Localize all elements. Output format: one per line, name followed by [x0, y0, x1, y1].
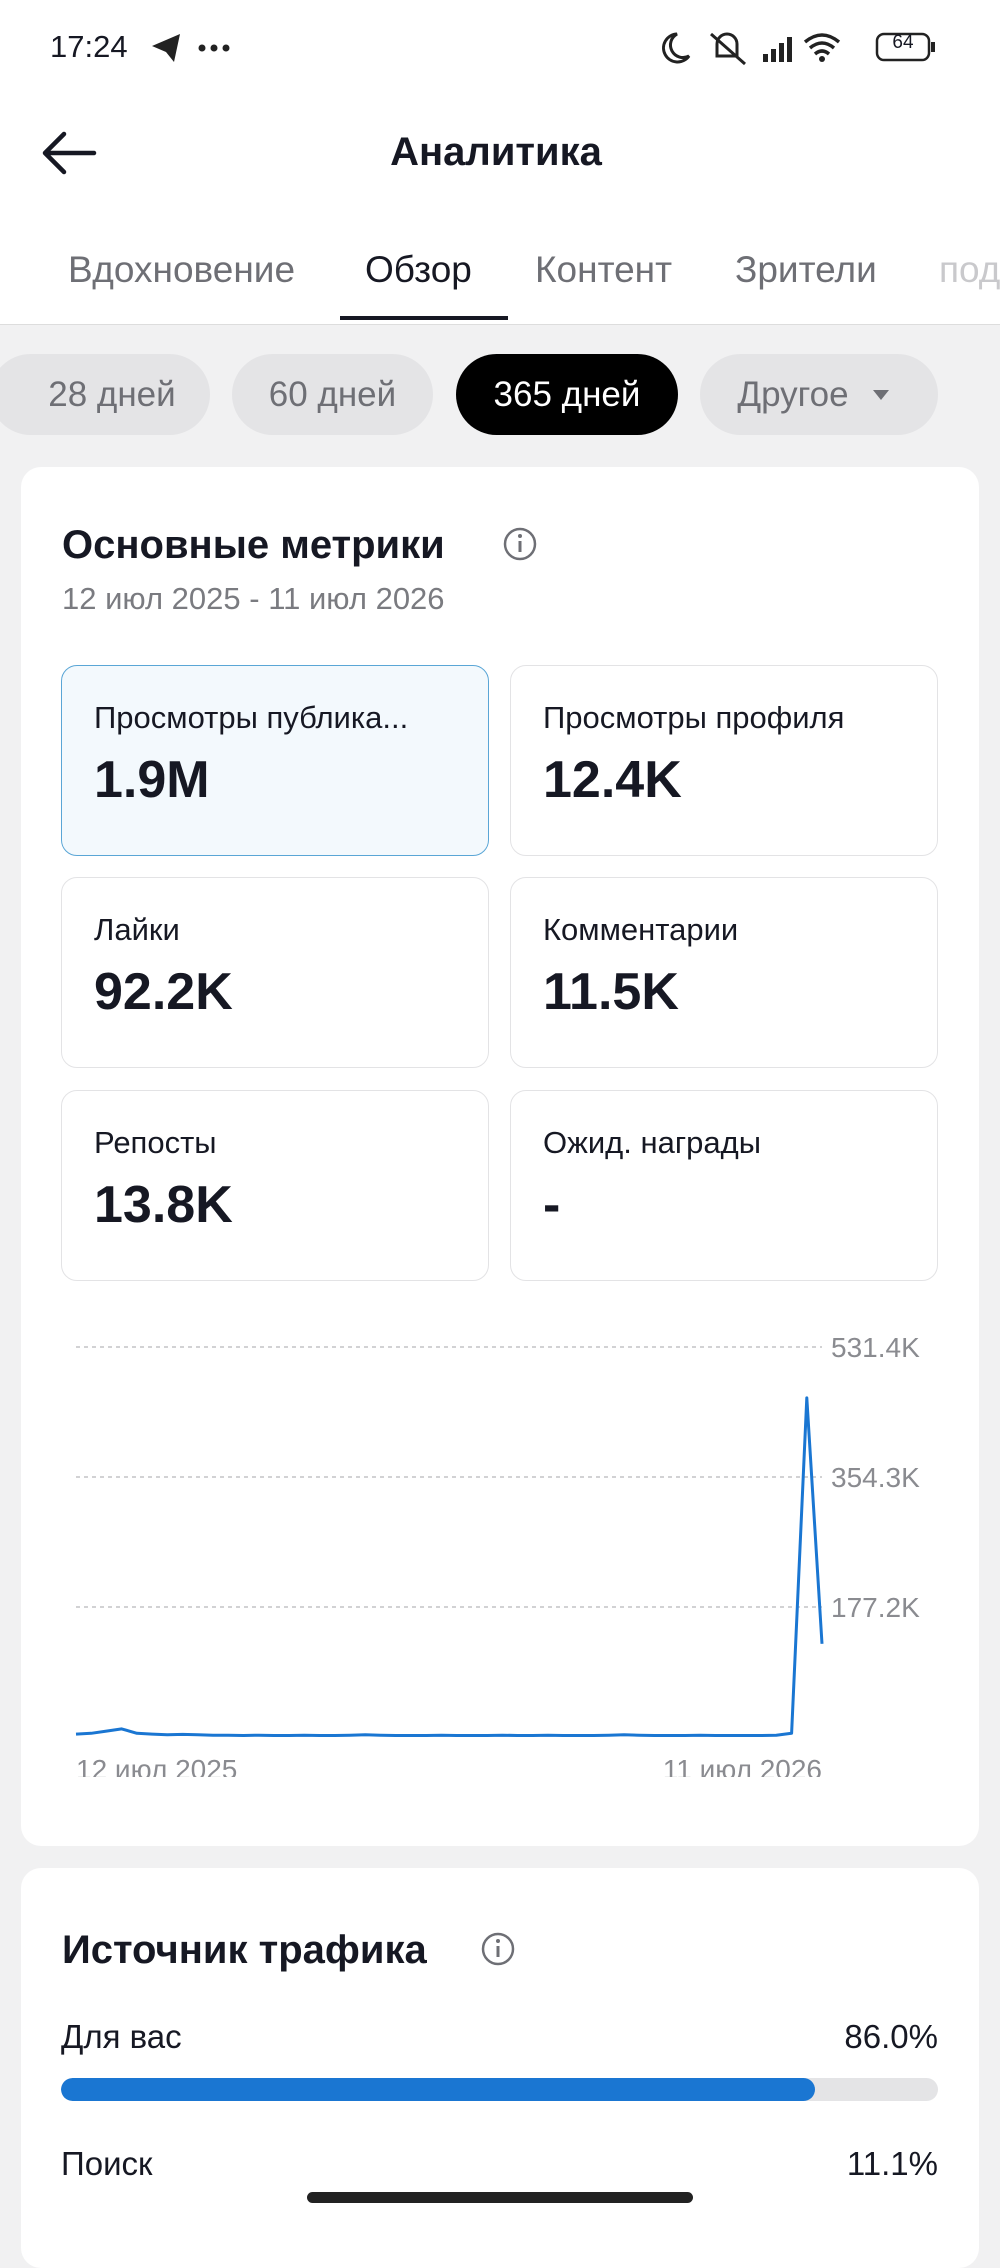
y-tick-label: 177.2K: [831, 1592, 920, 1623]
card-title: Источник трафика: [62, 1928, 427, 1972]
source-name: Для вас: [61, 2018, 182, 2055]
tick-label-bg: [824, 1458, 934, 1495]
y-tick-label: 354.3K: [831, 1462, 920, 1493]
metric-value: 92.2K: [94, 963, 233, 1021]
tab[interactable]: Зрители: [735, 249, 877, 290]
pill-label: 28 дней: [48, 374, 176, 414]
top-bar: [0, 0, 1000, 325]
battery-level: 64: [892, 32, 914, 53]
pill-label: 60 дней: [268, 374, 397, 414]
home-indicator: [307, 2192, 693, 2203]
metric-tile[interactable]: Лайки 92.2K: [61, 877, 489, 1068]
tab-underline: [340, 316, 508, 320]
x-tick-label: 11 июл 2026: [663, 1754, 822, 1777]
metric-tile[interactable]: Просмотры публика... 1.9M: [61, 665, 489, 856]
status-icons-left: [152, 34, 230, 62]
status-icons-right: [662, 32, 935, 66]
metric-tile[interactable]: Просмотры профиля 12.4K: [510, 665, 938, 856]
page-title: Аналитика: [390, 130, 602, 174]
metric-tile[interactable]: Комментарии 11.5K: [510, 877, 938, 1068]
x-tick-label: 12 июл 2025: [76, 1754, 237, 1777]
tick-label-bg: [824, 1329, 934, 1365]
metric-value: 13.8K: [94, 1176, 233, 1234]
pill-label: 365 дней: [493, 374, 641, 414]
period-dropdown[interactable]: Другое: [700, 354, 938, 435]
metric-label: Просмотры публика...: [94, 700, 409, 735]
metric-label: Просмотры профиля: [543, 700, 845, 735]
metric-value: 12.4K: [543, 751, 682, 809]
metric-tile[interactable]: Ожид. награды -: [510, 1090, 938, 1281]
back-button[interactable]: [40, 128, 100, 178]
tab[interactable]: Вдохновение: [68, 249, 296, 290]
views-chart: 177.2K 354.3K 531.4K 12 июл 2025 11 июл 2026: [75, 1329, 934, 1777]
pill-label: Другое: [737, 374, 849, 414]
y-tick-label: 531.4K: [831, 1332, 920, 1363]
share-bar: [61, 2078, 816, 2101]
period-pill[interactable]: 28 дней: [0, 354, 210, 435]
tick-label-bg: [824, 1588, 934, 1625]
metric-value: 1.9M: [94, 751, 210, 809]
metric-label: Ожид. награды: [543, 1125, 761, 1160]
info-icon[interactable]: [479, 1930, 517, 1968]
date-range: 12 июл 2025 - 11 июл 2026: [62, 581, 445, 616]
metric-value: -: [543, 1176, 561, 1234]
metric-label: Комментарии: [543, 912, 739, 947]
period-pill-active[interactable]: 365 дней: [456, 354, 678, 435]
metric-value: 11.5K: [543, 963, 679, 1021]
source-share: 11.1%: [846, 2145, 938, 2182]
period-pill[interactable]: 60 дней: [232, 354, 433, 435]
card-title: Основные метрики: [62, 523, 445, 567]
metrics-card: Основные метрики 12 июл 2025 - 11 июл 20…: [21, 467, 979, 1846]
metric-label: Репосты: [94, 1125, 217, 1160]
source-share: 86.0%: [844, 2018, 938, 2055]
metric-label: Лайки: [94, 912, 180, 947]
tab[interactable]: Контент: [535, 249, 673, 290]
info-icon[interactable]: [501, 525, 539, 563]
traffic-card: Источник трафика Для вас 86.0% Поиск 11.1%: [21, 1868, 979, 2268]
metric-tile[interactable]: Репосты 13.8K: [61, 1090, 489, 1281]
tab-active[interactable]: Обзор: [365, 249, 472, 290]
source-name: Поиск: [61, 2145, 153, 2182]
views-line: [75, 1396, 824, 1737]
time: 17:24: [50, 29, 128, 64]
share-track: [61, 2078, 938, 2101]
dropdown-arrow: [872, 389, 889, 400]
tab[interactable]: под: [939, 249, 1000, 290]
